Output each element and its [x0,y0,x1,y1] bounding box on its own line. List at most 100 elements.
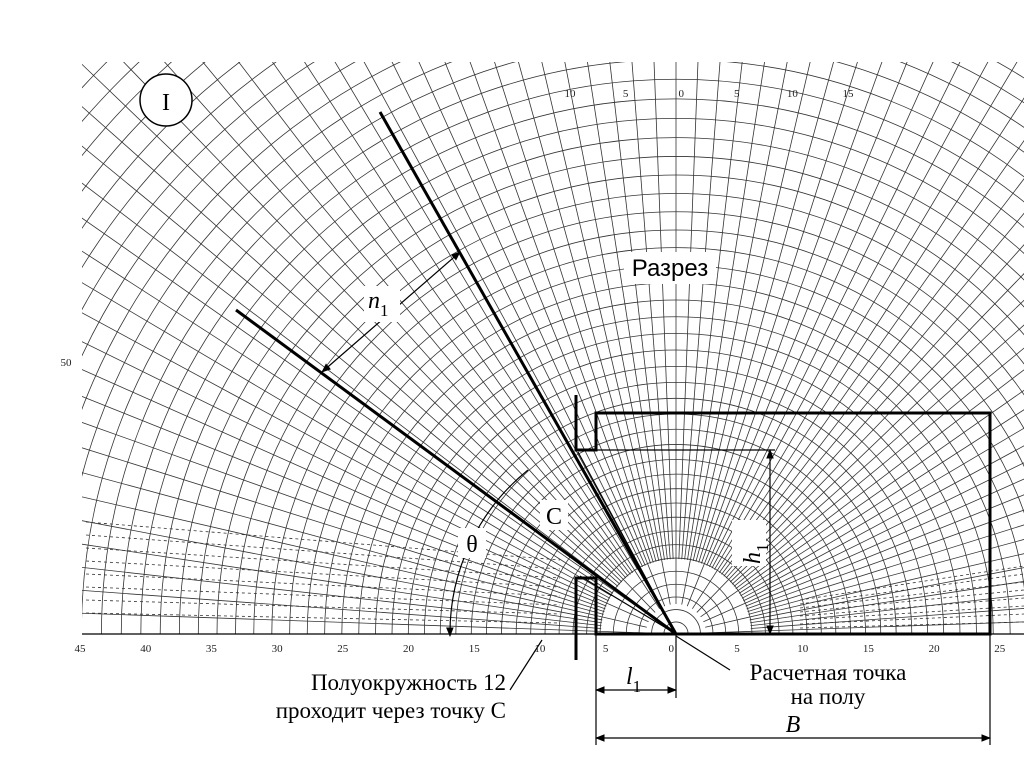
ray [579,575,677,635]
dashed-band [799,605,1024,621]
radial-line [706,62,934,566]
radial-line [745,494,1024,607]
dashed-band [85,612,561,624]
l-main: l [626,664,633,690]
dashed-band [799,573,1024,605]
left-scale-label: 50 [61,357,73,369]
dashed-band [85,560,561,588]
radial-line [82,217,652,618]
radial-line [701,62,883,564]
label-circle [139,73,193,127]
radial-line [686,62,908,607]
radial-line [692,62,811,562]
radial-line [82,422,606,610]
label-bg [732,520,766,566]
radial-line [729,299,1024,583]
semicircle [663,621,689,634]
bottom-scale-label: 10 [797,643,809,655]
radial-line [272,62,634,573]
radial-line [718,139,1024,573]
leader [675,635,731,671]
radial-line [711,62,989,569]
ray [577,451,677,635]
radial-line [82,282,612,597]
caption-line: проходит через точку C [276,698,506,723]
radial-line [714,62,1018,570]
radial-line [725,244,1024,579]
dashed-band [799,589,1024,613]
bottom-scale-label: 35 [206,643,218,655]
semicircle [82,62,1024,478]
dashed-band [799,613,1024,625]
radial-line [731,324,1024,585]
radial-line [238,62,631,575]
label-bg [364,286,400,322]
radial-line [82,543,602,624]
radial-line [695,62,834,562]
radial-line [748,539,1024,615]
radial-line [698,62,858,563]
radial-line [721,178,1024,575]
radial-line [705,621,1024,634]
radial-line [741,445,1024,599]
l-label: l1 [626,664,641,696]
radial-line [82,250,614,594]
bottom-scale-label: 0 [669,643,675,655]
caption-line: Расчетная точка [750,660,907,685]
radial-line [750,608,1024,629]
radial-line [750,594,1024,627]
ray [235,308,677,636]
dashed-band [85,599,561,615]
l-sub: 1 [633,677,642,696]
radial-line [747,524,1024,612]
radial-line [494,62,654,563]
bottom-scale-label: 20 [929,643,941,655]
point-c-label: C [546,504,562,530]
radial-line [700,389,1024,618]
bottom-scale-label: 25 [337,643,349,655]
top-scale-label: 15 [843,88,855,100]
theta-label: θ [466,532,478,558]
radial-line [164,62,627,579]
radial-line [587,62,665,560]
radial-line [363,62,641,569]
bottom-scale-label: 25 [994,643,1006,655]
dashed-band [799,621,1024,629]
radial-line [743,462,1024,602]
radial-line [681,62,721,560]
radial-line [735,369,1024,589]
radial-line [518,62,657,562]
n-main: n [368,288,380,314]
radial-line [653,62,674,560]
radial-line [696,273,1024,613]
dashed-band [799,581,1024,609]
radial-line [202,62,629,577]
leader [509,639,543,691]
radial-line [304,62,660,610]
radial-line [82,612,647,634]
radial-line [678,62,699,560]
bottom-scale-label: 15 [863,643,875,655]
radial-line [738,409,1024,594]
radial-line [750,580,1024,624]
label-bg [458,528,486,558]
top-scale-label: 0 [678,88,684,100]
radial-line [746,509,1024,610]
radial-line [82,145,619,587]
radial-line [418,62,646,566]
semicircle [82,62,1024,623]
bottom-scale-label: 15 [469,643,481,655]
radial-line [687,62,765,560]
radial-line [334,62,638,570]
radial-line [692,97,1024,610]
radial-line [123,62,656,613]
radial-line [82,589,602,629]
dashed-band [85,586,561,606]
radial-line [82,341,609,602]
caption-line: Полуокружность 12 [311,670,506,695]
radial-line [705,553,1024,628]
n-sub: 1 [380,301,389,320]
bottom-scale-label: 20 [403,643,415,655]
